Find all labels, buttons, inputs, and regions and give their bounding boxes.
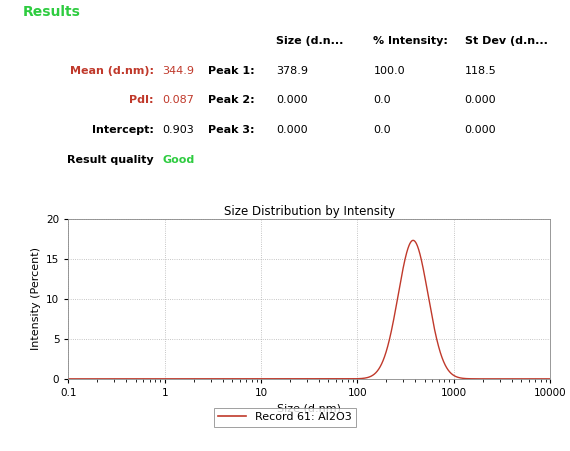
Text: 0.000: 0.000 xyxy=(465,96,496,106)
Text: Peak 2:: Peak 2: xyxy=(208,96,255,106)
Text: Results: Results xyxy=(23,5,81,19)
Text: 100.0: 100.0 xyxy=(373,66,405,76)
Text: Peak 3:: Peak 3: xyxy=(208,125,255,135)
Text: 0.0: 0.0 xyxy=(373,125,391,135)
Text: Intercept:: Intercept: xyxy=(92,125,154,135)
Y-axis label: Intensity (Percent): Intensity (Percent) xyxy=(31,247,40,350)
Text: 344.9: 344.9 xyxy=(162,66,194,76)
Text: St Dev (d.n...: St Dev (d.n... xyxy=(465,36,547,46)
Legend: Record 61: Al2O3: Record 61: Al2O3 xyxy=(214,408,356,427)
Text: 0.087: 0.087 xyxy=(162,96,194,106)
Text: 118.5: 118.5 xyxy=(465,66,496,76)
Text: % Intensity:: % Intensity: xyxy=(373,36,448,46)
Text: Result quality: Result quality xyxy=(67,155,154,165)
Text: 378.9: 378.9 xyxy=(276,66,308,76)
Title: Size Distribution by Intensity: Size Distribution by Intensity xyxy=(223,205,395,217)
Text: 0.000: 0.000 xyxy=(276,96,308,106)
X-axis label: Size (d.nm): Size (d.nm) xyxy=(277,404,341,414)
Text: Mean (d.nm):: Mean (d.nm): xyxy=(70,66,154,76)
Text: Good: Good xyxy=(162,155,195,165)
Text: Size (d.n...: Size (d.n... xyxy=(276,36,344,46)
Text: 0.000: 0.000 xyxy=(465,125,496,135)
Text: 0.000: 0.000 xyxy=(276,125,308,135)
Text: PdI:: PdI: xyxy=(129,96,154,106)
Text: 0.0: 0.0 xyxy=(373,96,391,106)
Text: Peak 1:: Peak 1: xyxy=(208,66,255,76)
Text: 0.903: 0.903 xyxy=(162,125,194,135)
